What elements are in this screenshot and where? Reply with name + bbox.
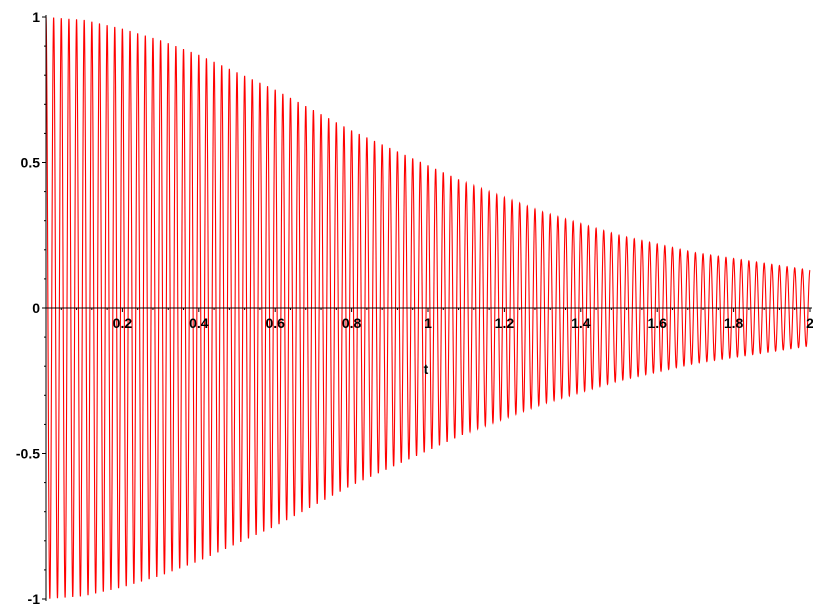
series-line-1	[45, 16, 811, 599]
y-tick-label: -0.5	[16, 446, 40, 462]
x-tick-label: 0.2	[113, 315, 133, 331]
x-tick-label: 1.4	[571, 315, 591, 331]
x-axis-label: t	[424, 361, 429, 377]
y-tick-label: -1	[28, 591, 41, 607]
x-tick-label: 1	[424, 315, 432, 331]
x-tick-label: 1.8	[724, 315, 744, 331]
x-tick-label: 1.6	[647, 315, 667, 331]
x-tick-label: 0.4	[189, 315, 209, 331]
x-tick-label: 1.2	[495, 315, 515, 331]
y-tick-label: 0.5	[21, 155, 41, 171]
x-tick-label: 0.6	[265, 315, 285, 331]
axes-layer	[42, 15, 812, 601]
labels-layer: t 1 0.5 0 -0.5 -1 0.2 0.4 0.6 0.8 1 1.2 1.4 1.6 1.8 2	[16, 9, 813, 607]
y-tick-label: 1	[32, 9, 40, 25]
y-tick-label: 0	[32, 300, 40, 316]
series-layer	[45, 16, 811, 599]
x-tick-label: 2	[806, 315, 813, 331]
x-tick-label: 0.8	[342, 315, 362, 331]
